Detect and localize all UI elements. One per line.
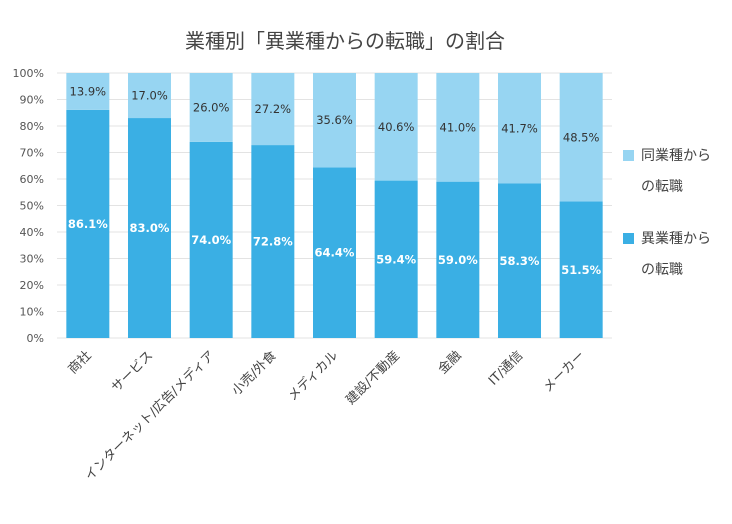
data-label-upper: 41.7% xyxy=(501,121,538,135)
x-category-label: 商社 xyxy=(65,348,95,378)
y-tick-label: 50% xyxy=(20,200,44,213)
bar-segment-lower xyxy=(189,141,233,338)
data-label-upper: 17.0% xyxy=(131,89,168,103)
bar-segment-upper xyxy=(251,73,295,146)
bars xyxy=(66,73,603,339)
legend-label: 同業種から xyxy=(641,148,711,164)
y-tick-label: 0% xyxy=(27,332,44,345)
y-tick-label: 90% xyxy=(20,94,44,107)
legend-swatch xyxy=(623,150,634,161)
y-tick-label: 100% xyxy=(13,67,44,80)
bar-segment-upper xyxy=(128,73,171,119)
data-label-upper: 40.6% xyxy=(378,120,415,134)
y-tick-label: 40% xyxy=(20,226,44,239)
bar-segment-upper xyxy=(189,73,233,142)
data-label-lower: 86.1% xyxy=(68,217,108,231)
data-label-lower: 58.3% xyxy=(500,254,540,268)
x-category-label: メディカル xyxy=(285,348,342,405)
x-category-label: 建設/不動産 xyxy=(343,348,403,408)
data-label-lower: 64.4% xyxy=(315,246,355,260)
bar-segment-lower xyxy=(559,201,603,338)
legend-swatch xyxy=(623,233,634,244)
y-tick-label: 20% xyxy=(20,279,44,292)
data-label-upper: 35.6% xyxy=(316,113,353,127)
chart-title: 業種別「異業種からの転職」の割合 xyxy=(185,29,505,53)
data-label-upper: 26.0% xyxy=(193,100,230,114)
x-category-label: サービス xyxy=(109,348,156,395)
x-category-label: メーカー xyxy=(541,348,588,395)
y-tick-label: 10% xyxy=(20,306,44,319)
bar-segment-upper xyxy=(374,73,418,181)
data-label-lower: 83.0% xyxy=(130,221,170,235)
bar-segment-upper xyxy=(313,73,356,168)
x-category-label: インターネット/広告/メディア xyxy=(82,348,218,484)
bar-segment-lower xyxy=(374,180,418,338)
legend-label: の転職 xyxy=(641,179,683,195)
data-label-lower: 72.8% xyxy=(253,235,293,249)
data-label-upper: 27.2% xyxy=(255,102,292,116)
legend-label: の転職 xyxy=(641,262,683,278)
bar-segment-lower xyxy=(128,118,171,338)
y-axis-ticks: 0% 10% 20% 30% 40% 50% 60% 70% 80% 90% 100% xyxy=(13,67,44,345)
data-labels: 86.1% 13.9% 83.0% 17.0% 74.0% 26.0% 72.8% 27.2%… xyxy=(68,84,602,276)
x-category-label: 小売/外食 xyxy=(228,348,279,399)
data-label-upper: 13.9% xyxy=(70,84,107,98)
data-label-upper: 41.0% xyxy=(440,120,477,134)
bar-segment-lower xyxy=(498,183,541,338)
legend-label: 異業種から xyxy=(641,231,711,247)
bar-segment-lower xyxy=(251,145,295,338)
y-tick-label: 80% xyxy=(20,120,44,133)
x-category-label: IT/通信 xyxy=(486,348,526,388)
y-tick-label: 70% xyxy=(20,147,44,160)
bar-segment-lower xyxy=(313,167,356,338)
bar-segment-lower xyxy=(436,181,480,338)
data-label-upper: 48.5% xyxy=(563,130,600,144)
y-tick-label: 30% xyxy=(20,253,44,266)
x-category-label: 金融 xyxy=(435,348,465,378)
data-label-lower: 51.5% xyxy=(561,263,601,277)
bar-segment-upper xyxy=(559,73,603,202)
y-tick-label: 60% xyxy=(20,173,44,186)
data-label-lower: 74.0% xyxy=(191,233,231,247)
bar-segment-upper xyxy=(436,73,480,182)
bar-segment-upper xyxy=(498,73,541,184)
data-label-lower: 59.0% xyxy=(438,253,478,267)
data-label-lower: 59.4% xyxy=(376,252,416,266)
bar-segment-upper xyxy=(66,73,110,110)
bar-segment-lower xyxy=(66,109,110,339)
